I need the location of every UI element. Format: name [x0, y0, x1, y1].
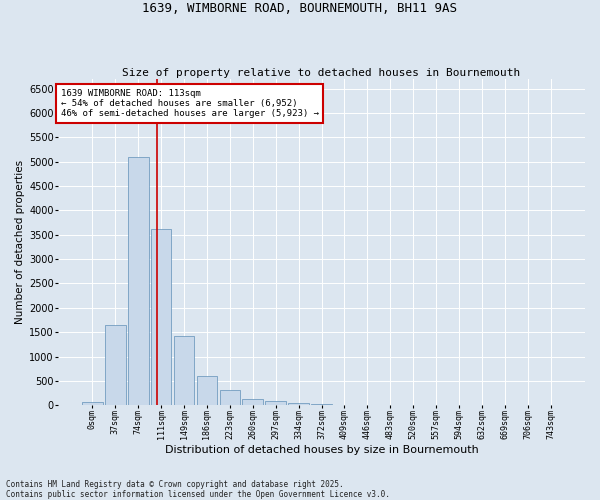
Bar: [197, 376, 217, 406]
Text: 1639, WIMBORNE ROAD, BOURNEMOUTH, BH11 9AS: 1639, WIMBORNE ROAD, BOURNEMOUTH, BH11 9…: [143, 2, 458, 16]
Text: 1639 WIMBORNE ROAD: 113sqm
← 54% of detached houses are smaller (6,952)
46% of s: 1639 WIMBORNE ROAD: 113sqm ← 54% of deta…: [61, 88, 319, 118]
Title: Size of property relative to detached houses in Bournemouth: Size of property relative to detached ho…: [122, 68, 521, 78]
Bar: [220, 390, 240, 406]
Bar: [151, 229, 172, 406]
Bar: [128, 156, 149, 406]
X-axis label: Distribution of detached houses by size in Bournemouth: Distribution of detached houses by size …: [164, 445, 478, 455]
Bar: [82, 402, 103, 406]
Text: Contains HM Land Registry data © Crown copyright and database right 2025.
Contai: Contains HM Land Registry data © Crown c…: [6, 480, 390, 499]
Bar: [265, 402, 286, 406]
Bar: [242, 399, 263, 406]
Y-axis label: Number of detached properties: Number of detached properties: [15, 160, 25, 324]
Bar: [289, 403, 309, 406]
Bar: [174, 336, 194, 406]
Bar: [311, 404, 332, 406]
Bar: [105, 326, 125, 406]
